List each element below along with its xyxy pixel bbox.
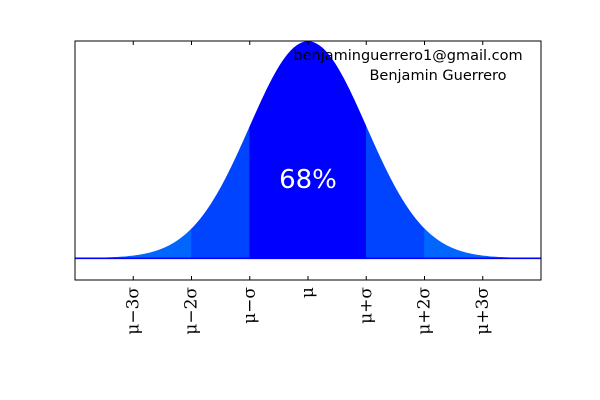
band-0 bbox=[74, 228, 192, 259]
x-tick-label-2: μ−σ bbox=[240, 287, 260, 324]
x-tick-label-3: μ bbox=[298, 287, 318, 298]
x-tick-label-6: μ+3σ bbox=[473, 287, 493, 335]
band-2 bbox=[249, 41, 367, 259]
annotation-email: benjaminguerrero1@gmail.com bbox=[293, 48, 522, 64]
x-tick-label-5: μ+2σ bbox=[415, 287, 435, 335]
center-percentage-label: 68% bbox=[279, 165, 337, 195]
band-3 bbox=[365, 126, 425, 259]
band-4 bbox=[424, 228, 542, 259]
x-ticks-layer: μ−3σ μ−2σ μ−σ μ μ+σ μ+2σ μ+3σ bbox=[123, 41, 493, 335]
x-tick-label-0: μ−3σ bbox=[123, 287, 143, 335]
bands-layer bbox=[74, 41, 542, 259]
x-tick-label-1: μ−2σ bbox=[182, 287, 202, 335]
x-tick-label-4: μ+σ bbox=[356, 287, 376, 324]
annotation-name: Benjamin Guerrero bbox=[369, 68, 506, 84]
band-1 bbox=[191, 126, 251, 259]
